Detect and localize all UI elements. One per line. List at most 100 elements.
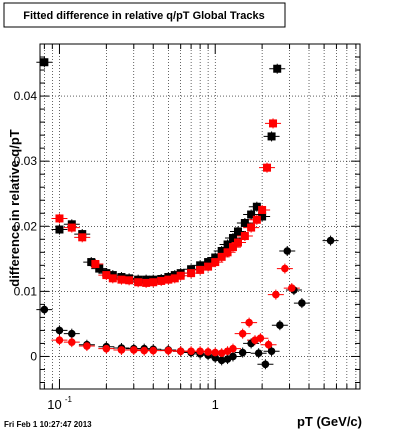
- data-point-square: [217, 247, 226, 255]
- data-point-square: [228, 233, 237, 242]
- data-point-circle: [264, 340, 273, 349]
- data-point-square: [108, 274, 117, 283]
- data-point-square: [247, 210, 256, 219]
- y-tick-label: 0.01: [14, 284, 38, 298]
- data-point-square: [134, 278, 143, 287]
- data-point-square: [233, 238, 242, 247]
- title-box-frame: [3, 2, 286, 28]
- data-point-square: [258, 212, 267, 221]
- data-point-square: [247, 223, 256, 232]
- y-tick-label: 0.03: [14, 154, 38, 168]
- data-point-square: [211, 258, 220, 267]
- data-point-circle: [129, 346, 138, 354]
- data-point-circle: [40, 305, 49, 314]
- title-box: Fitted difference in relative q/pT Globa…: [3, 2, 286, 28]
- data-point-circle: [211, 353, 220, 362]
- data-point-square: [211, 253, 220, 262]
- data-point-square: [142, 278, 151, 287]
- data-point-square: [196, 265, 205, 274]
- data-point-circle: [238, 329, 247, 338]
- data-point-square: [187, 269, 196, 278]
- data-point-square: [117, 275, 126, 284]
- data-point-circle: [254, 349, 263, 357]
- data-point-circle: [149, 346, 158, 355]
- y-tick-label: 0.02: [14, 219, 38, 233]
- data-point-square: [176, 271, 185, 280]
- data-point-square: [223, 248, 232, 257]
- data-point-square: [157, 276, 166, 285]
- data-point-square: [228, 243, 237, 252]
- data-point-circle: [298, 299, 306, 307]
- data-point-square: [164, 275, 173, 284]
- data-point-square: [149, 278, 158, 287]
- data-point-circle: [176, 347, 185, 356]
- data-point-square: [258, 205, 267, 214]
- data-point-circle: [229, 344, 237, 353]
- data-points: [40, 58, 335, 369]
- data-point-square: [196, 261, 205, 270]
- data-point-square: [263, 163, 272, 172]
- data-point-circle: [256, 334, 265, 343]
- data-point-circle: [55, 326, 64, 335]
- data-point-square: [217, 252, 226, 261]
- data-point-circle: [283, 247, 292, 255]
- data-point-square: [252, 202, 261, 211]
- data-point-square: [125, 276, 134, 285]
- data-point-circle: [261, 360, 270, 369]
- data-point-square: [40, 58, 49, 67]
- x-axis-ticks: [43, 44, 357, 389]
- data-point-square: [87, 258, 96, 267]
- y-axis-label: difference in relative q/pT: [7, 129, 22, 287]
- data-point-square: [223, 240, 232, 249]
- data-point-circle: [117, 346, 126, 354]
- data-point-circle: [267, 347, 276, 356]
- data-point-square: [240, 219, 249, 228]
- data-point-circle: [287, 284, 296, 292]
- data-point-circle: [204, 348, 212, 356]
- y-axis-tick-labels: 0 0.01 0.02 0.03 0.04: [14, 89, 38, 363]
- x-tick-label-exponent: -1: [65, 395, 73, 404]
- data-point-square: [240, 232, 249, 241]
- data-point-square: [252, 215, 261, 224]
- data-point-square: [67, 223, 76, 232]
- data-point-circle: [164, 346, 173, 355]
- timestamp-footer: Fri Feb 1 10:27:47 2013: [4, 420, 92, 429]
- data-point-square: [273, 64, 282, 73]
- data-point-square: [95, 264, 104, 273]
- data-point-square: [204, 258, 213, 267]
- x-axis-tick-labels: 10 -1 1: [47, 395, 219, 412]
- chart-title: Fitted difference in relative q/pT Globa…: [23, 10, 264, 22]
- data-point-circle: [272, 290, 280, 299]
- data-point-circle: [102, 344, 111, 353]
- data-point-square: [55, 214, 64, 223]
- x-axis-label: pT (GeV/c): [297, 414, 362, 429]
- data-point-circle: [140, 346, 149, 355]
- data-point-square: [269, 119, 278, 128]
- y-axis-ticks: [40, 43, 360, 383]
- data-point-circle: [281, 264, 289, 273]
- y-tick-label: 0.04: [14, 89, 38, 103]
- x-tick-label: 1: [212, 397, 219, 412]
- data-point-square: [78, 233, 87, 242]
- data-point-circle: [229, 352, 237, 361]
- data-point-square: [204, 262, 213, 271]
- y-tick-label: 0: [30, 349, 37, 363]
- data-point-circle: [217, 349, 226, 357]
- data-point-square: [102, 271, 111, 280]
- data-point-square: [55, 225, 64, 234]
- data-point-circle: [83, 342, 91, 350]
- data-point-circle: [67, 338, 76, 346]
- x-tick-label: 10: [47, 397, 61, 412]
- data-point-square: [170, 274, 179, 283]
- data-point-square: [233, 227, 242, 236]
- data-point-circle: [187, 347, 195, 356]
- data-point-circle: [67, 329, 76, 338]
- data-point-square: [267, 132, 276, 141]
- data-point-circle: [196, 347, 204, 356]
- data-point-circle: [326, 236, 335, 245]
- data-point-circle: [245, 318, 253, 327]
- data-point-circle: [211, 348, 220, 357]
- data-point-circle: [217, 356, 226, 365]
